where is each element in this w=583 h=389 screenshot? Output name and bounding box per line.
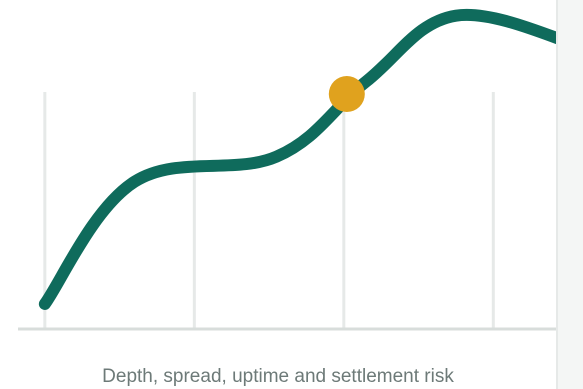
series-line — [38, 8, 583, 310]
grid-layer — [43, 92, 495, 329]
side-panel — [556, 0, 583, 389]
chart-caption: Depth, spread, uptime and settlement ris… — [102, 366, 454, 387]
highlight-point — [328, 76, 365, 112]
